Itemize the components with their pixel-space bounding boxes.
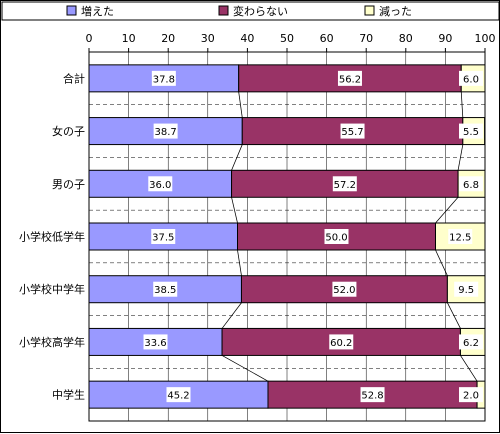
data-label: 6.0: [463, 74, 479, 85]
category-label: 男の子: [52, 178, 85, 191]
legend-label: 変わらない: [233, 4, 288, 18]
x-tick-label: 90: [438, 32, 452, 45]
data-label-box: [148, 176, 173, 192]
legend-label: 増えた: [81, 5, 114, 18]
category-label: 合計: [63, 71, 85, 85]
series-line: [460, 355, 478, 382]
data-label: 52.0: [333, 285, 355, 296]
category-label: 小学校中学年: [19, 282, 85, 296]
x-tick-label: 30: [201, 32, 215, 45]
data-label-box: [454, 281, 479, 297]
x-tick-label: 0: [86, 32, 93, 45]
data-label: 9.5: [458, 285, 474, 296]
data-label-box: [332, 281, 357, 297]
data-label-box: [329, 334, 354, 350]
x-tick-label: 10: [122, 32, 136, 45]
legend-swatch: [364, 5, 375, 16]
data-label: 36.0: [149, 180, 171, 191]
x-tick-label: 80: [399, 32, 413, 45]
x-tick-label: 60: [320, 32, 334, 45]
data-label: 60.2: [330, 338, 352, 349]
series-line: [231, 197, 238, 224]
data-label: 6.8: [463, 180, 479, 191]
series-line: [221, 355, 269, 382]
data-label: 50.0: [325, 233, 347, 244]
x-tick-label: 70: [359, 32, 373, 45]
category-label: 小学校高学年: [19, 335, 85, 349]
data-label-box: [151, 70, 176, 86]
data-label: 2.0: [463, 391, 479, 402]
data-label: 6.2: [463, 338, 479, 349]
legend-label: 減った: [379, 4, 412, 18]
data-label: 57.2: [334, 180, 356, 191]
x-tick-label: 100: [475, 32, 496, 45]
data-label: 38.5: [154, 285, 176, 296]
series-line: [457, 144, 464, 171]
data-label-box: [153, 123, 178, 139]
data-label: 38.7: [154, 127, 176, 138]
series-line: [221, 302, 242, 329]
series-line: [231, 144, 243, 171]
data-label: 37.5: [152, 233, 174, 244]
data-label-box: [153, 281, 178, 297]
series-line: [435, 249, 448, 276]
data-label: 12.5: [449, 233, 471, 244]
category-label: 小学校低学年: [19, 230, 85, 244]
data-label-box: [459, 176, 483, 192]
data-label-box: [324, 229, 349, 244]
series-line: [435, 197, 459, 224]
bar-segment: [88, 64, 240, 93]
data-label-box: [360, 387, 385, 403]
legend-swatch: [218, 5, 229, 16]
data-label: 56.2: [339, 74, 361, 85]
x-tick-label: 20: [161, 32, 175, 45]
data-label: 33.6: [144, 338, 166, 349]
series-line: [460, 91, 464, 118]
legend-swatch: [66, 5, 77, 16]
legend: [1, 1, 500, 21]
data-label: 45.2: [167, 391, 189, 402]
x-tick-label: 40: [240, 32, 254, 45]
category-label: 女の子: [52, 124, 85, 138]
data-label-box: [459, 387, 483, 403]
data-label: 55.7: [341, 127, 363, 138]
data-label-box: [337, 70, 362, 86]
data-label-box: [459, 70, 483, 86]
data-label-box: [459, 123, 483, 139]
data-label-box: [143, 334, 168, 350]
x-tick-label: 50: [280, 32, 294, 45]
data-label-box: [332, 176, 357, 192]
series-line: [238, 91, 243, 118]
series-line: [237, 249, 242, 276]
series-line: [447, 302, 461, 329]
data-label: 37.8: [153, 74, 175, 85]
data-label-box: [448, 229, 473, 244]
data-label-box: [151, 229, 176, 244]
data-label-box: [166, 387, 191, 403]
data-label: 5.5: [463, 127, 479, 138]
category-label: 中学生: [52, 388, 85, 402]
data-label-box: [340, 123, 365, 139]
data-label-box: [459, 334, 483, 350]
data-label: 52.8: [361, 391, 383, 402]
